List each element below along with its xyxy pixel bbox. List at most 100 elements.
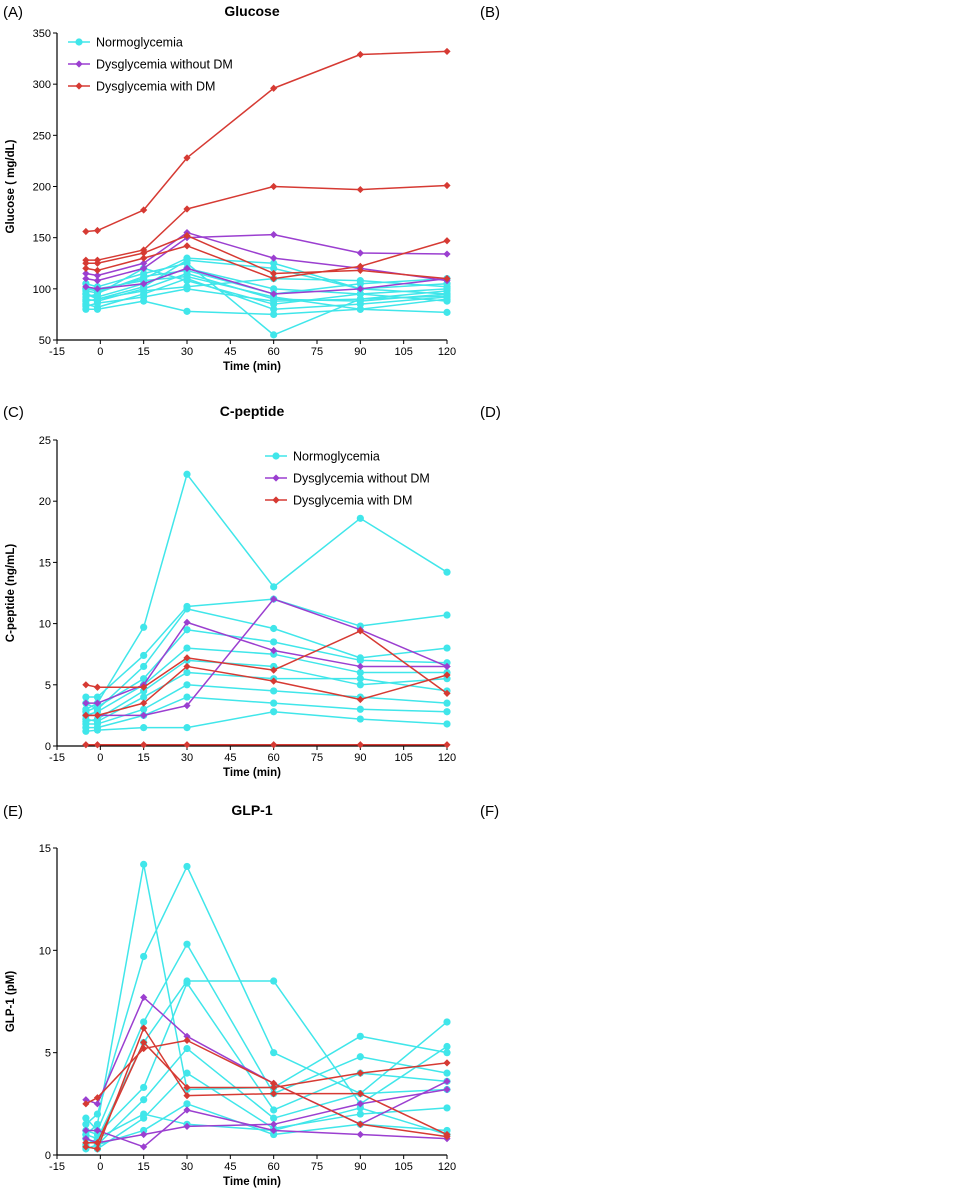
panel-e-data-point-dys-nodm xyxy=(270,1120,278,1128)
panel-e-data-point-dys-nodm xyxy=(140,1143,148,1151)
panel-e-x-tick-label: 15 xyxy=(138,1161,150,1173)
panel-c-y-tick-label: 10 xyxy=(39,619,51,631)
panel-a-data-point-normo xyxy=(443,292,451,300)
panel-a-y-tick-label: 350 xyxy=(33,28,51,40)
panel-a-y-tick-label: 50 xyxy=(39,335,51,347)
panel-a-data-point-normo xyxy=(183,285,191,293)
panel-c-data-point-dys-dm xyxy=(183,662,191,671)
panel-a-data-point-dys-dm xyxy=(443,275,451,283)
panel-c-data-point-dys-dm xyxy=(140,741,148,749)
panel-c-x-tick-label: 120 xyxy=(438,752,456,764)
panel-e-series-line-dys-dm xyxy=(85,1027,448,1150)
panel-a-data-point-dys-dm xyxy=(140,206,148,214)
panel-a-x-tick-label: 105 xyxy=(394,346,412,358)
panel-a-data-point-dys-nodm xyxy=(270,290,278,298)
panel-c-data-point-normo xyxy=(93,693,102,701)
panel-a-data-point-dys-dm xyxy=(93,259,102,267)
panel-a: (A) Glucose 50 100 150 200 250 300 350 -15 0 15 30 45… xyxy=(0,0,477,400)
panel-a-data-point-normo xyxy=(270,297,278,305)
panel-a-data-point-normo xyxy=(183,307,191,315)
panel-c-data-point-dys-dm xyxy=(356,695,364,704)
panel-e-x-tick-label: 75 xyxy=(311,1161,323,1173)
panel-e-x-tick-label: 90 xyxy=(354,1161,366,1173)
panel-a-data-point-dys-nodm xyxy=(93,277,102,285)
panel-c-data-point-normo xyxy=(93,708,102,716)
panel-a-data-point-dys-dm xyxy=(270,182,278,191)
panel-a-data-point-normo xyxy=(356,305,364,313)
panel-c-data-point-normo xyxy=(93,726,102,734)
panel-a-data-point-dys-dm xyxy=(183,205,191,213)
panel-a-data-point-dys-dm xyxy=(82,264,90,272)
panel-e-data-point-dys-dm xyxy=(356,1120,364,1128)
panel-b: (B)Insulin02004006008001000-150153045607… xyxy=(477,0,954,400)
panel-a-data-point-dys-nodm xyxy=(270,254,278,262)
panel-c-data-point-dys-nodm xyxy=(270,595,278,603)
panel-c-legend-label-dys-dm: Dysglycemia with DM xyxy=(293,494,412,508)
panel-c-data-point-dys-dm xyxy=(183,741,191,749)
panel-d: (D)PP0100200300400500600-150153045607590… xyxy=(477,400,954,800)
panel-c-legend-marker-dys-nodm xyxy=(272,474,280,482)
panel-c-data-point-normo xyxy=(270,650,278,658)
panel-e-y-tick-label: 5 xyxy=(45,1048,51,1060)
panel-e-data-point-normo xyxy=(183,1069,191,1077)
panel-c-data-point-normo xyxy=(183,668,191,677)
panel-e-data-point-dys-nodm xyxy=(82,1135,90,1143)
panel-a-data-point-dys-nodm xyxy=(93,271,102,280)
panel-c-data-point-normo xyxy=(443,611,451,619)
panel-a-data-point-normo xyxy=(270,264,278,272)
panel-a-data-point-dys-dm xyxy=(82,259,90,267)
panel-c: (C) C-peptide 0 5 10 15 20 25 -15 0 15 30 45 60 75 90 10… xyxy=(0,400,477,800)
panel-c-data-point-normo xyxy=(270,638,278,646)
panel-a-legend-marker-dys-nodm xyxy=(75,60,83,68)
panel-e-data-point-normo xyxy=(443,1069,451,1077)
panel-e-x-axis-label: Time (min) xyxy=(223,1176,281,1188)
panel-e-label: (E) xyxy=(3,803,23,820)
panel-e-data-point-normo xyxy=(356,1053,364,1061)
panel-c-data-point-normo xyxy=(270,624,278,633)
panel-a-data-point-dys-dm xyxy=(270,275,278,283)
panel-a-legend-marker-normo xyxy=(75,38,83,46)
panel-e-data-point-normo xyxy=(82,1114,90,1122)
panel-c-data-point-dys-dm xyxy=(93,711,102,719)
panel-a-legend-label-normo: Normoglycemia xyxy=(96,36,183,50)
panel-c-label: (C) xyxy=(3,404,24,421)
panel-c-x-tick-label: 105 xyxy=(394,752,412,764)
panel-c-data-point-normo xyxy=(356,675,364,683)
panel-e-data-point-dys-dm xyxy=(356,1069,364,1077)
panel-c-x-tick-label: 75 xyxy=(311,752,323,764)
panel-a-series-line-normo xyxy=(85,300,448,316)
panel-c-data-point-normo xyxy=(443,644,451,652)
panel-a-data-point-dys-nodm xyxy=(443,250,451,258)
panel-c-data-point-dys-dm xyxy=(140,683,148,691)
panel-a-data-point-dys-nodm xyxy=(140,259,148,267)
panel-a-y-tick-label: 200 xyxy=(33,182,51,194)
panel-a-x-tick-label: 60 xyxy=(268,346,280,358)
panel-c-x-tick-label: 60 xyxy=(268,752,280,764)
panel-e-y-tick-label: 10 xyxy=(39,945,51,957)
panel-a-data-point-dys-dm xyxy=(356,262,364,270)
panel-c-data-point-dys-nodm xyxy=(183,702,191,710)
panel-a-data-point-dys-nodm xyxy=(82,275,90,283)
panel-a-data-point-normo xyxy=(356,290,364,298)
panel-c-data-point-dys-dm xyxy=(270,677,278,685)
panel-e-data-point-normo xyxy=(270,1114,278,1122)
panel-e-series-line-normo xyxy=(85,1103,448,1150)
panel-a-data-point-dys-nodm xyxy=(82,269,90,278)
panel-a-data-point-dys-dm xyxy=(443,47,451,56)
panel-c-data-point-dys-dm xyxy=(140,699,148,707)
panel-c-data-point-normo xyxy=(183,681,191,689)
panel-c-legend-label-normo: Normoglycemia xyxy=(293,450,380,464)
panel-c-y-tick-label: 15 xyxy=(39,557,51,569)
panel-c-data-point-dys-nodm xyxy=(93,699,102,707)
panel-c-data-point-dys-dm xyxy=(82,681,90,689)
panel-c-series-line-dys-nodm xyxy=(85,598,448,717)
panel-c-data-point-normo xyxy=(270,583,278,591)
panel-a-data-point-normo xyxy=(93,305,102,313)
panel-e-data-point-dys-dm xyxy=(183,1036,191,1044)
panel-e-data-point-normo xyxy=(140,952,148,961)
panel-e-series-line-dys-nodm xyxy=(85,996,448,1126)
panel-a-data-point-dys-dm xyxy=(443,237,451,245)
panel-e-data-point-dys-dm xyxy=(183,1083,191,1092)
panel-e-data-point-normo xyxy=(183,1044,191,1053)
panel-e-data-point-normo xyxy=(183,940,191,948)
